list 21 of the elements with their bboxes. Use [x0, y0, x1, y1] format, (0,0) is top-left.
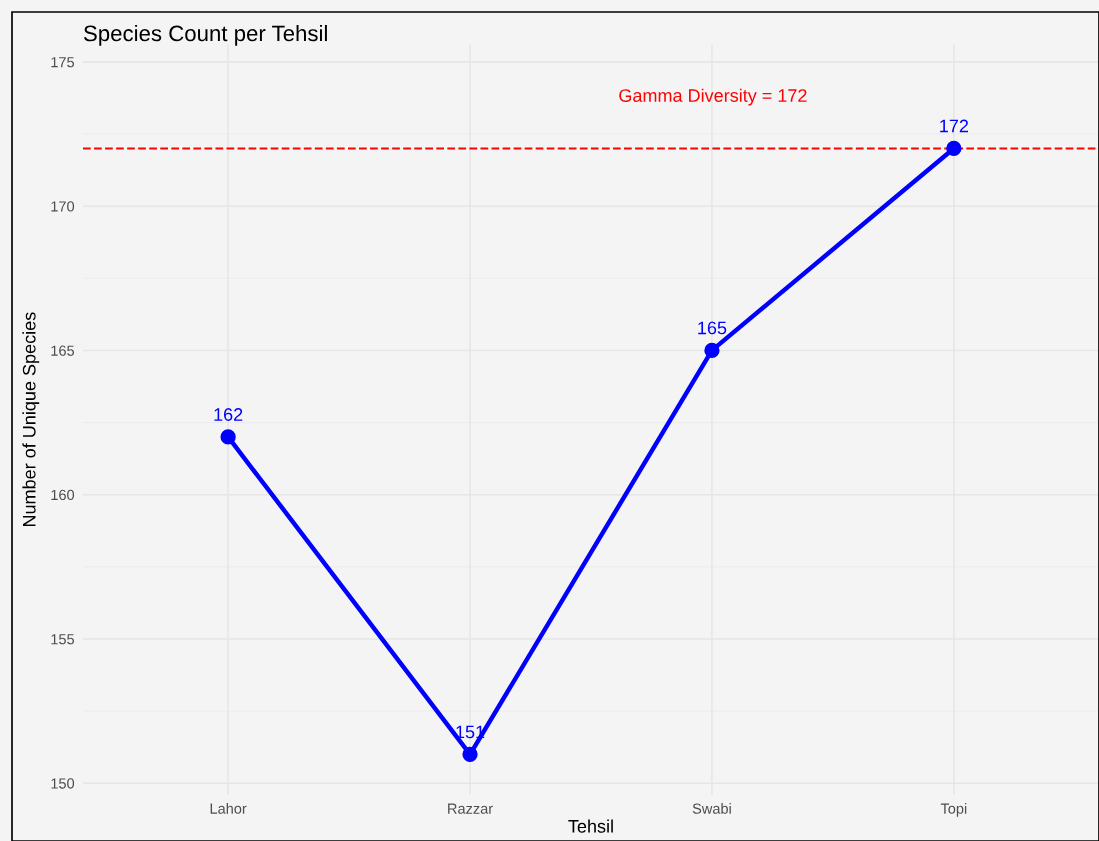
- y-tick-label: 165: [51, 345, 75, 356]
- data-label: 172: [940, 119, 969, 133]
- x-tick-label: Razzar: [448, 803, 493, 814]
- x-tick-label: Swabi: [692, 803, 731, 814]
- y-tick-label: 155: [51, 634, 75, 645]
- x-axis-title: Tehsil: [568, 819, 613, 833]
- chart-title: Species Count per Tehsil: [83, 24, 327, 46]
- point: [946, 140, 962, 157]
- point: [462, 746, 478, 762]
- annotation: Gamma Diversity = 172: [619, 88, 807, 106]
- y-axis-title: Number of Unique Species: [22, 312, 40, 527]
- y-tick-label: 175: [51, 57, 75, 68]
- y-tick-label: 150: [51, 778, 75, 789]
- data-label: 162: [214, 408, 243, 421]
- y-tick-label: 170: [51, 201, 75, 212]
- point: [704, 342, 720, 359]
- point: [220, 429, 236, 445]
- data-label: 165: [698, 321, 727, 335]
- x-tick-label: Lahor: [210, 803, 247, 814]
- y-tick-label: 160: [51, 489, 75, 501]
- x-tick-label: Topi: [940, 803, 967, 817]
